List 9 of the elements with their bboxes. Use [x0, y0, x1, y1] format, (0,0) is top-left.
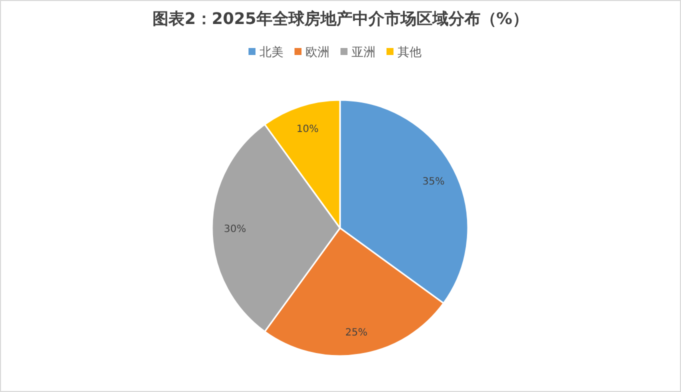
- data-label: 35%: [422, 176, 445, 188]
- legend-label: 亚洲: [352, 45, 376, 59]
- data-label: 25%: [345, 328, 368, 339]
- legend-label: 其他: [398, 45, 422, 59]
- data-label: 30%: [224, 224, 246, 235]
- legend-label: 北美: [260, 45, 284, 59]
- legend-label: 欧洲: [306, 45, 330, 59]
- chart-title: 图表2：2025年全球房地产中介市场区域分布（%）: [152, 9, 528, 28]
- data-label: 10%: [296, 124, 319, 136]
